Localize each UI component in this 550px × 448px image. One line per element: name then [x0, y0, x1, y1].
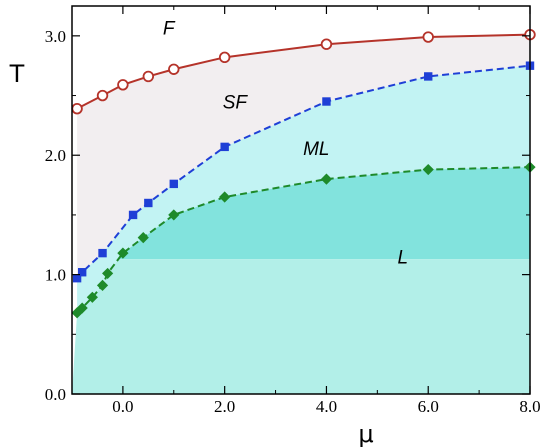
series-3-point-6 [117, 247, 129, 259]
series-1-point-3 [117, 79, 129, 91]
series-3-point-9 [219, 191, 231, 203]
ml-region [77, 65, 530, 313]
plot-frame [71, 5, 531, 395]
series-1-point-5 [168, 63, 180, 75]
series-3-point-4 [96, 279, 109, 291]
series-3-point-7 [137, 232, 149, 244]
x-axis-title: μ [358, 420, 373, 448]
x-tick-label: 4.0 [316, 397, 337, 416]
series-1-point-4 [142, 70, 155, 83]
region-label-ml: ML [303, 139, 329, 160]
x-tick-label: 6.0 [418, 397, 439, 416]
series-markers [71, 28, 536, 319]
phase-regions [72, 34, 530, 394]
series-2-point-1 [72, 273, 82, 283]
region-labels: F SF ML L [163, 18, 408, 268]
series-1-point-8 [422, 31, 434, 43]
x-tick-label: 2.0 [214, 397, 235, 416]
region-label-f: F [163, 18, 176, 39]
series-1-point-1 [71, 102, 83, 115]
series-3-line [76, 166, 531, 314]
x-tick-label: 0.0 [112, 397, 133, 416]
series-3-point-11 [422, 163, 434, 176]
series-3-point-10 [320, 173, 333, 185]
y-tick-label: 1.0 [45, 266, 66, 285]
series-2-point-3 [98, 248, 107, 258]
series-2-point-4 [128, 210, 138, 220]
series-2-point-5 [144, 198, 153, 208]
series-1-point-7 [320, 38, 333, 50]
x-tick-label: 8.0 [519, 397, 540, 416]
l-region-lower-band [72, 259, 530, 394]
region-label-sf: SF [223, 93, 249, 114]
series-1-point-2 [96, 89, 109, 102]
axis-ticks [71, 6, 531, 395]
sf-region [77, 34, 530, 279]
series-2-point-9 [424, 72, 433, 81]
series-3-point-8 [168, 209, 180, 221]
series-2-point-8 [322, 97, 331, 106]
region-label-l: L [397, 248, 408, 269]
series-3-point-3 [86, 291, 98, 303]
series-3-point-2 [76, 302, 88, 314]
series-2-point-6 [169, 179, 178, 189]
y-tick-label: 0.0 [45, 385, 66, 404]
y-tick-label: 3.0 [45, 27, 66, 46]
series-1-point-6 [218, 51, 231, 64]
series-2-point-7 [220, 142, 229, 152]
series-2-point-2 [77, 268, 87, 277]
x-tick-labels: 0.0 2.0 4.0 6.0 8.0 [112, 397, 540, 416]
y-tick-label: 2.0 [45, 146, 66, 165]
y-axis-title: T [9, 60, 25, 88]
y-tick-labels: 0.0 1.0 2.0 3.0 [45, 27, 66, 404]
series-3-point-5 [102, 267, 114, 280]
